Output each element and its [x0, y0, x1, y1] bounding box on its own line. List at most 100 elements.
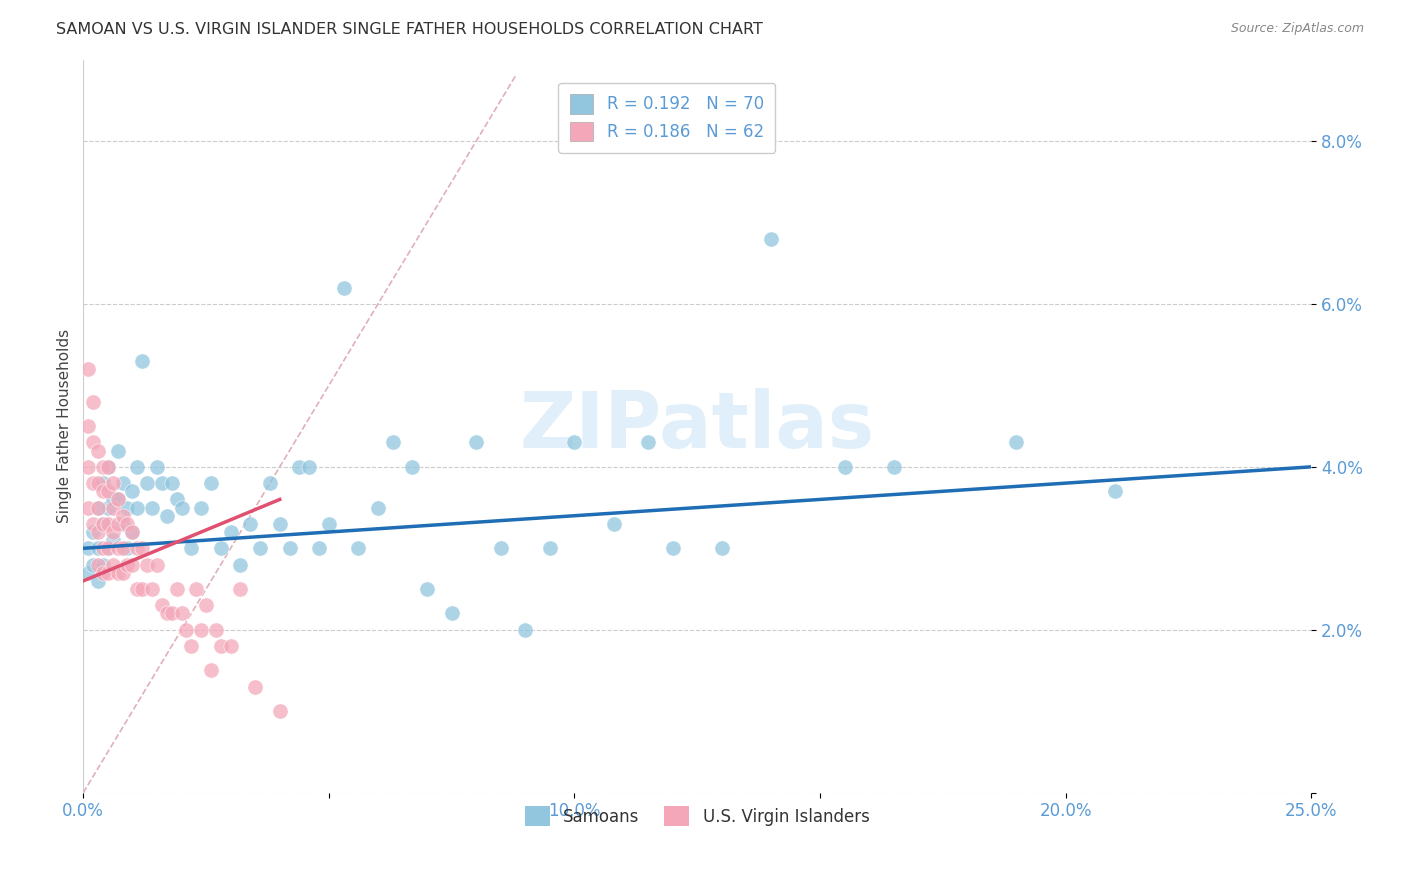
Point [661, 541, 683, 556]
Point [180, 639, 202, 653]
Point [91, 476, 114, 491]
Point [190, 500, 212, 515]
Point [170, 500, 193, 515]
Point [150, 599, 173, 613]
Point [190, 623, 212, 637]
Point [180, 541, 202, 556]
Point [117, 500, 139, 515]
Legend: Samoans, U.S. Virgin Islanders: Samoans, U.S. Virgin Islanders [515, 797, 880, 836]
Point [87, 500, 110, 515]
Point [91, 459, 114, 474]
Point [111, 566, 134, 580]
Point [91, 516, 114, 531]
Point [111, 516, 134, 531]
Text: ZIPatlas: ZIPatlas [520, 388, 875, 464]
Point [146, 459, 169, 474]
Point [160, 476, 183, 491]
Point [883, 459, 905, 474]
Point [170, 607, 193, 621]
Point [515, 623, 537, 637]
Point [87, 558, 110, 572]
Point [489, 541, 512, 556]
Point [111, 476, 134, 491]
Point [87, 574, 110, 588]
Point [141, 582, 163, 596]
Point [146, 558, 169, 572]
Point [82, 394, 104, 409]
Point [121, 524, 143, 539]
Point [136, 558, 159, 572]
Point [107, 516, 129, 531]
Point [101, 492, 124, 507]
Point [121, 524, 143, 539]
Point [111, 508, 134, 523]
Point [381, 435, 404, 450]
Point [127, 541, 149, 556]
Point [101, 500, 124, 515]
Point [440, 607, 463, 621]
Point [156, 508, 179, 523]
Point [166, 492, 188, 507]
Point [111, 541, 134, 556]
Point [416, 582, 439, 596]
Point [77, 459, 100, 474]
Point [91, 541, 114, 556]
Point [564, 435, 586, 450]
Point [176, 623, 198, 637]
Point [465, 435, 488, 450]
Point [160, 607, 183, 621]
Point [121, 558, 143, 572]
Point [87, 524, 110, 539]
Point [131, 541, 153, 556]
Point [91, 558, 114, 572]
Point [229, 558, 252, 572]
Point [269, 516, 291, 531]
Point [77, 362, 100, 376]
Point [141, 500, 163, 515]
Point [97, 541, 120, 556]
Point [82, 476, 104, 491]
Point [107, 443, 129, 458]
Point [1104, 484, 1126, 499]
Point [298, 459, 321, 474]
Point [117, 541, 139, 556]
Point [219, 524, 242, 539]
Point [239, 516, 262, 531]
Point [367, 500, 389, 515]
Point [91, 566, 114, 580]
Point [127, 582, 149, 596]
Point [538, 541, 561, 556]
Point [332, 280, 354, 294]
Point [91, 516, 114, 531]
Point [97, 459, 120, 474]
Point [834, 459, 856, 474]
Point [1005, 435, 1028, 450]
Point [121, 484, 143, 499]
Point [107, 492, 129, 507]
Point [603, 516, 626, 531]
Point [200, 664, 222, 678]
Point [186, 582, 208, 596]
Point [219, 639, 242, 653]
Point [97, 484, 120, 499]
Point [150, 476, 173, 491]
Point [117, 516, 139, 531]
Point [77, 500, 100, 515]
Point [87, 541, 110, 556]
Point [87, 476, 110, 491]
Point [82, 524, 104, 539]
Point [87, 443, 110, 458]
Point [205, 623, 228, 637]
Point [107, 492, 129, 507]
Point [117, 558, 139, 572]
Point [107, 541, 129, 556]
Point [136, 476, 159, 491]
Point [127, 459, 149, 474]
Point [97, 500, 120, 515]
Point [97, 516, 120, 531]
Point [97, 541, 120, 556]
Point [245, 680, 267, 694]
Point [347, 541, 370, 556]
Point [710, 541, 733, 556]
Point [77, 541, 100, 556]
